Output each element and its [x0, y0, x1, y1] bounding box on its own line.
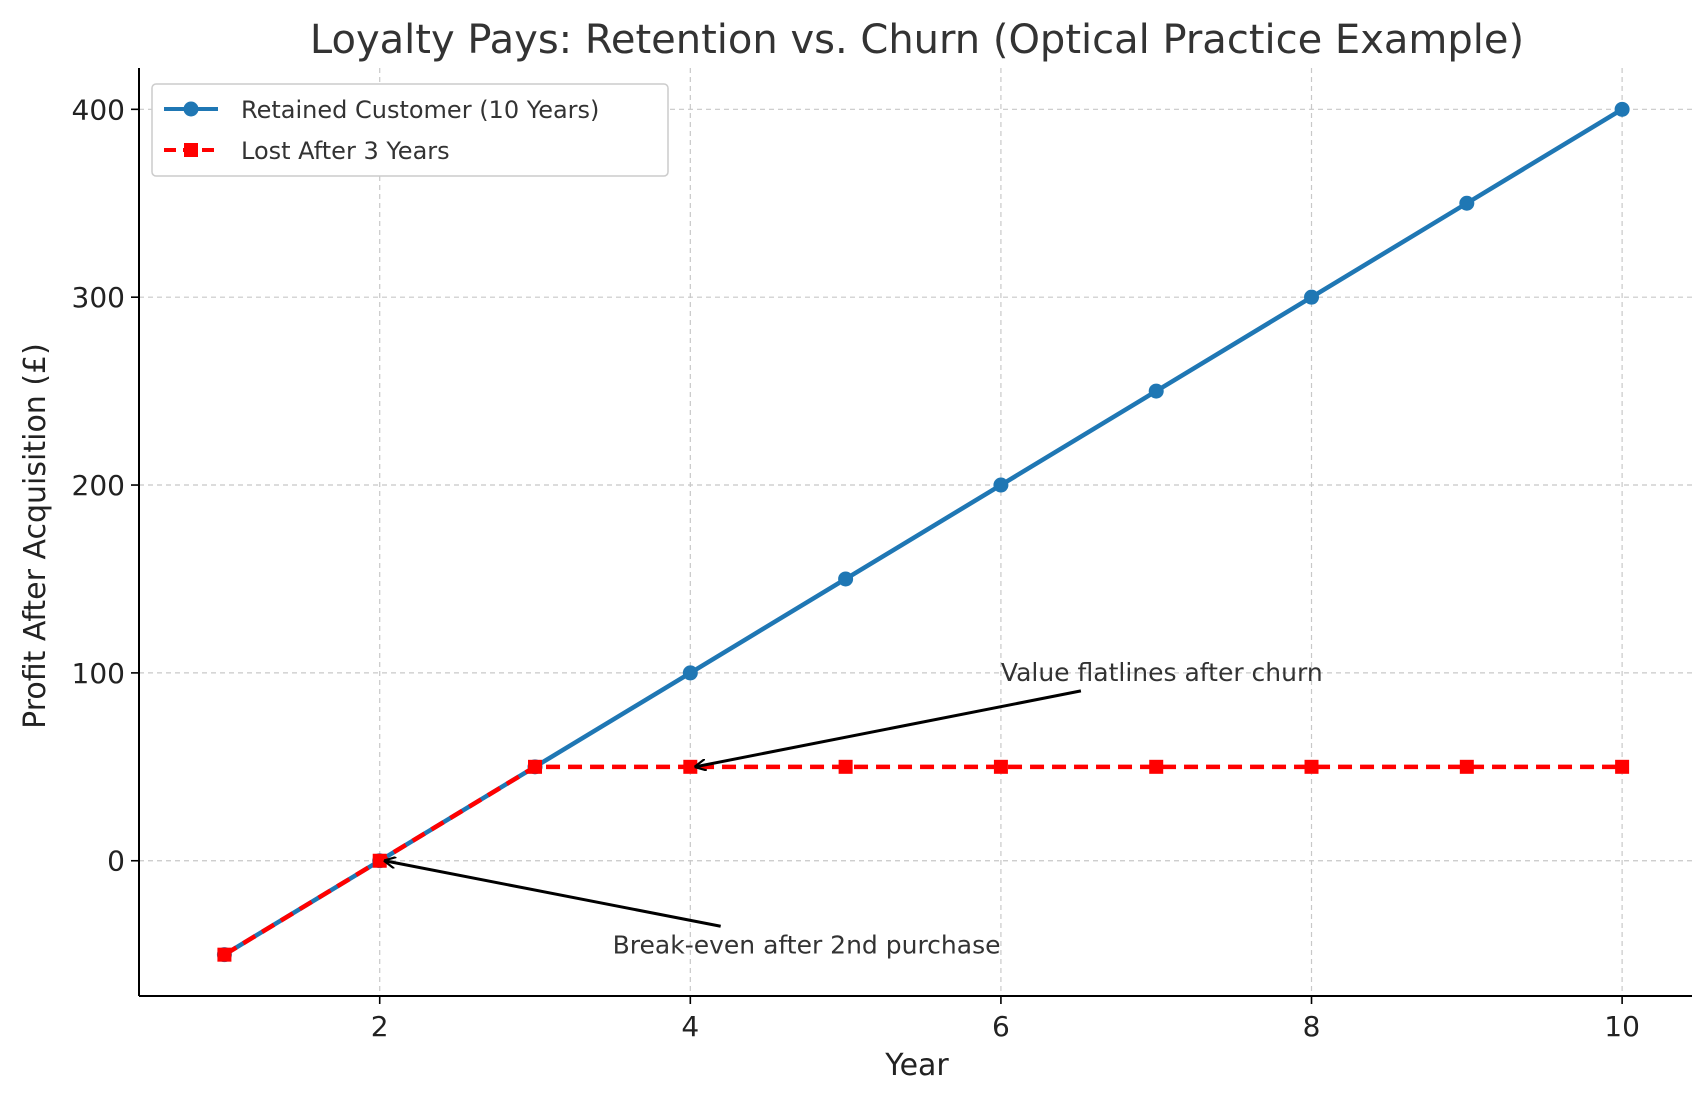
- y-tick-label-300: 300: [72, 281, 125, 314]
- annotation-text-1: Break-even after 2nd purchase: [613, 930, 1001, 959]
- data-point-1-4: [838, 759, 853, 774]
- data-point-0-7: [1304, 289, 1320, 305]
- axes: [138, 68, 1692, 997]
- x-tick-label-10: 10: [1604, 1010, 1640, 1043]
- x-axis-label: Year: [884, 1048, 949, 1083]
- data-point-1-8: [1459, 759, 1474, 774]
- data-point-1-5: [993, 759, 1008, 774]
- x-tick-label-6: 6: [992, 1010, 1010, 1043]
- legend-frame: [151, 83, 669, 177]
- data-point-0-8: [1459, 195, 1475, 211]
- data-point-0-4: [838, 571, 854, 587]
- data-point-0-6: [1148, 383, 1164, 399]
- legend: Retained Customer (10 Years) Lost After …: [151, 83, 669, 177]
- annotations: Value flatlines after churn Break-even af…: [385, 658, 1323, 959]
- y-tick-label-0: 0: [107, 845, 125, 878]
- annotation-text-0: Value flatlines after churn: [1001, 658, 1323, 687]
- data-point-0-3: [682, 665, 698, 681]
- series: [216, 101, 1630, 963]
- x-tick-label-4: 4: [681, 1010, 699, 1043]
- data-point-1-9: [1615, 759, 1630, 774]
- y-axis-label: Profit After Acquisition (£): [18, 343, 53, 729]
- data-point-1-3: [683, 759, 698, 774]
- series-line-1: [223, 764, 1623, 957]
- data-point-1-6: [1149, 759, 1164, 774]
- legend-marker-lost: [184, 143, 198, 157]
- x-tick-label-8: 8: [1303, 1010, 1321, 1043]
- annotation-arrow-1: [385, 861, 721, 928]
- data-point-0-9: [1614, 101, 1630, 117]
- data-point-1-1: [372, 853, 387, 868]
- y-ticks: 0 100 200 300 400: [72, 93, 139, 878]
- x-tick-label-2: 2: [371, 1010, 389, 1043]
- legend-label-retained: Retained Customer (10 Years): [241, 96, 599, 124]
- legend-label-lost: Lost After 3 Years: [241, 137, 450, 165]
- y-tick-label-200: 200: [72, 469, 125, 502]
- data-point-1-0: [217, 947, 232, 962]
- legend-marker-retained: [183, 101, 199, 117]
- y-tick-label-100: 100: [72, 657, 125, 690]
- data-point-1-2: [528, 759, 543, 774]
- chart-title: Loyalty Pays: Retention vs. Churn (Optic…: [310, 17, 1524, 63]
- annotation-arrow-0: [695, 689, 1082, 767]
- data-point-1-7: [1304, 759, 1319, 774]
- data-point-0-5: [993, 477, 1009, 493]
- y-tick-label-400: 400: [72, 93, 125, 126]
- grid: [139, 68, 1692, 996]
- series-0: [216, 101, 1630, 963]
- x-ticks: 2 4 6 8 10: [371, 996, 1640, 1043]
